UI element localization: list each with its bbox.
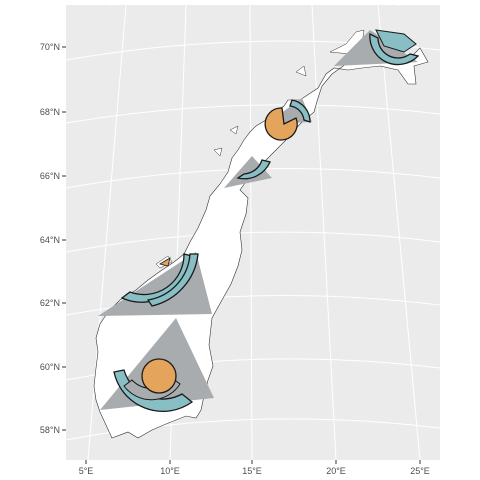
central-triangle: [224, 156, 272, 188]
y-axis: 70°N 68°N 66°N 64°N 62°N 60°N 58°N: [40, 42, 66, 435]
y-tick-label: 68°N: [40, 107, 60, 117]
y-tick-label: 70°N: [40, 42, 60, 52]
x-tick-label: 25°E: [410, 466, 430, 476]
west-ring-outer: [146, 253, 199, 307]
meridian-20e: [311, 4, 337, 461]
meridian-25e: [377, 4, 421, 461]
coastal-islands: [155, 29, 365, 269]
y-tick-label: 60°N: [40, 362, 60, 372]
x-tick-label: 15°E: [242, 466, 262, 476]
x-axis: 5°E 10°E 15°E 20°E 25°E: [79, 460, 430, 476]
x-tick-label: 20°E: [326, 466, 346, 476]
meridian-15e: [249, 4, 253, 461]
y-tick-label: 64°N: [40, 235, 60, 245]
nordland-disc: [264, 107, 298, 141]
finnmark-ring-outer: [375, 29, 417, 53]
parallel-68n: [65, 104, 441, 124]
x-tick-label: 10°E: [160, 466, 180, 476]
x-tick-label: 5°E: [79, 466, 94, 476]
west-disc: [158, 257, 171, 267]
south-disc: [141, 358, 177, 394]
nordland-ring: [289, 99, 311, 123]
y-tick-label: 66°N: [40, 171, 60, 181]
finnmark-ring: [369, 32, 420, 66]
y-tick-label: 58°N: [40, 425, 60, 435]
parallel-72n: [109, 0, 401, 6]
data-overlay: [98, 29, 420, 412]
central-ring: [236, 159, 271, 180]
y-tick-label: 62°N: [40, 298, 60, 308]
